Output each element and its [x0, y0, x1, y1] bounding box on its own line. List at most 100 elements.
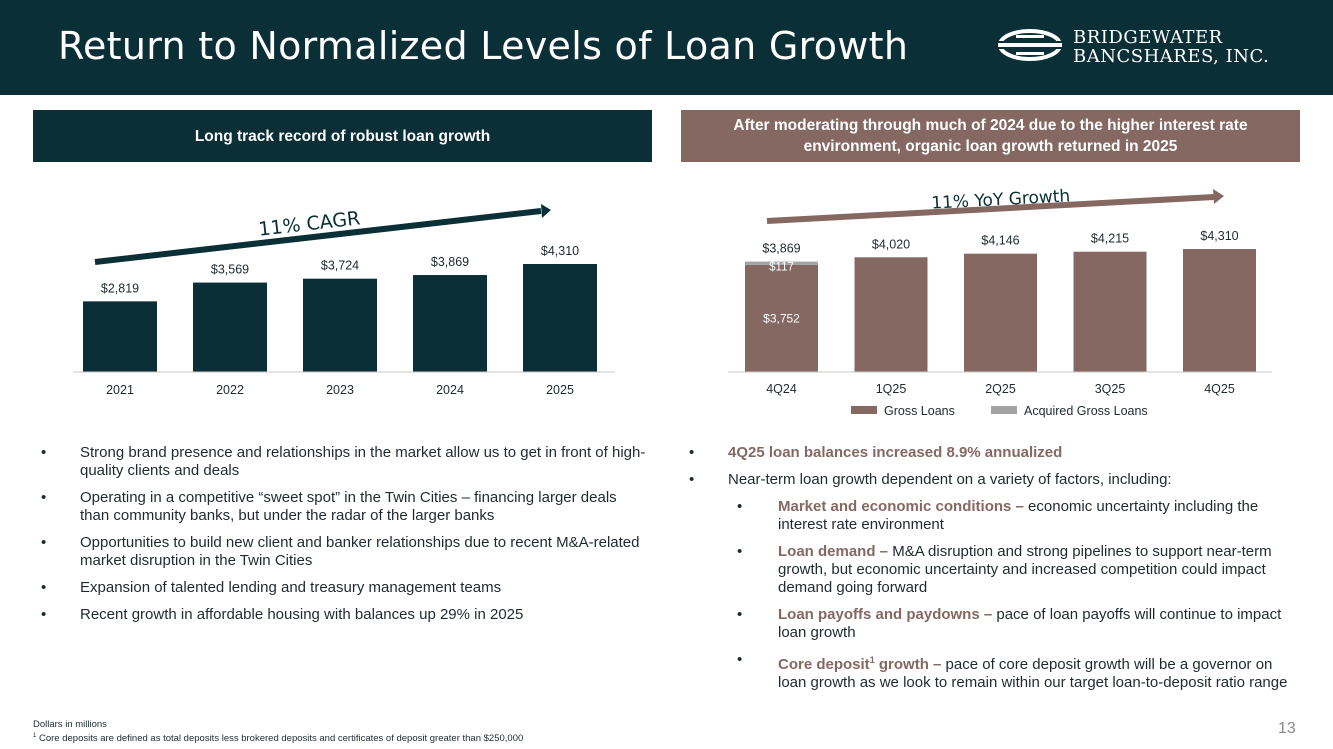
- bullet-text: Expansion of talented lending and treasu…: [80, 579, 502, 596]
- bullet-dot: •: [737, 606, 743, 623]
- data-label: $3,869: [431, 255, 469, 269]
- bullet-dot: •: [41, 444, 47, 461]
- left-panel-header-text: Long track record of robust loan growth: [194, 127, 491, 145]
- bullet-dot: •: [41, 534, 47, 551]
- right-bullet-2: • Near-term loan growth dependent on a va…: [681, 471, 1301, 489]
- yoy-arrow-head: [1213, 189, 1224, 204]
- right-bullet-list: • 4Q25 loan balances increased 8.9% annua…: [681, 444, 1301, 701]
- x-tick-label: 2025: [546, 383, 574, 397]
- bullet-text: Operating in a competitive “sweet spot” …: [80, 489, 617, 524]
- bar-gross-2Q25: [964, 253, 1037, 372]
- bar-2023: [303, 278, 377, 372]
- bar-gross-1Q25: [854, 257, 928, 372]
- legend-swatch: [991, 406, 1017, 414]
- left-bullet-5: • Recent growth in affordable housing wit…: [33, 606, 648, 624]
- bullet-dot: •: [737, 651, 743, 668]
- sub-bullet-lead: Market and economic conditions –: [778, 498, 1024, 515]
- page-title: Return to Normalized Levels of Loan Grow…: [58, 24, 909, 68]
- legend-label: Gross Loans: [884, 404, 955, 418]
- sub-bullet-lead: Loan demand –: [778, 543, 889, 560]
- bullet-dot: •: [41, 489, 47, 506]
- bullet-dot: •: [41, 606, 47, 623]
- data-label: $2,819: [101, 281, 139, 295]
- left-bullet-4: • Expansion of talented lending and treas…: [33, 579, 648, 597]
- x-tick-label: 2022: [216, 383, 244, 397]
- bullet-text: 4Q25 loan balances increased 8.9% annual…: [728, 444, 1063, 461]
- bar-2021: [83, 301, 157, 372]
- sub-bullet-lead: Loan payoffs and paydowns –: [778, 606, 993, 623]
- sub-bullet-text: M&A disruption and strong pipelines to s…: [778, 543, 1272, 596]
- sub-bullet-deposits: • Core deposit1 growth – pace of core dep…: [681, 651, 1301, 692]
- right-bullet-1: • 4Q25 loan balances increased 8.9% annua…: [681, 444, 1301, 462]
- units-note: Dollars in millions: [33, 719, 107, 730]
- legend-swatch: [851, 406, 877, 414]
- total-label: $3,869: [762, 242, 800, 256]
- footnote-marker: 1: [33, 733, 37, 739]
- left-bullet-3: • Opportunities to build new client and b…: [33, 534, 648, 570]
- bar-2022: [193, 282, 267, 372]
- x-tick-label: 2024: [436, 383, 464, 397]
- quarterly-loans-chart: $117 $3,752 $3,869 $4,020 $4,146 $4,215 $4,310…: [728, 186, 1272, 418]
- total-label: $4,215: [1091, 232, 1129, 246]
- bullet-dot: •: [689, 444, 695, 461]
- sub-bullet-text: pace of core deposit growth will be a go…: [778, 656, 1288, 691]
- x-tick-label: 4Q25: [1204, 382, 1235, 396]
- bar-gross-3Q25: [1073, 251, 1147, 372]
- left-bullet-1: • Strong brand presence and relationships…: [33, 444, 648, 480]
- sub-bullet-payoffs: • Loan payoffs and paydowns – pace of loa…: [681, 606, 1301, 642]
- cagr-arrow-head: [541, 204, 551, 218]
- yoy-label: 11% YoY Growth: [931, 186, 1071, 213]
- data-label: $3,724: [321, 259, 359, 273]
- sub-bullet-lead-2: growth –: [874, 656, 942, 673]
- footnote-marker: 1: [869, 655, 875, 665]
- footnote-text: Core deposits are defined as total depos…: [36, 733, 524, 745]
- bullet-text: Recent growth in affordable housing with…: [80, 606, 524, 623]
- left-panel-header: Long track record of robust loan growth: [33, 110, 652, 162]
- data-label: $4,310: [541, 244, 579, 258]
- x-tick-label: 3Q25: [1095, 382, 1126, 396]
- x-tick-label: 2021: [106, 383, 134, 397]
- bullet-text: Near-term loan growth dependent on a var…: [728, 471, 1172, 488]
- sub-bullet-text: economic uncertainty including the inter…: [778, 498, 1259, 533]
- left-bullet-2: • Operating in a competitive “sweet spot”…: [33, 489, 648, 525]
- logo-wordmark: BRIDGEWATER BANCSHARES, INC.: [1073, 28, 1269, 66]
- sub-bullet-market: • Market and economic conditions – econom…: [681, 498, 1301, 534]
- x-tick-label: 2023: [326, 383, 354, 397]
- legend-label: Acquired Gross Loans: [1024, 404, 1148, 418]
- bar-gross-4Q25: [1183, 249, 1256, 372]
- bullet-dot: •: [737, 498, 743, 515]
- bar-2025: [523, 264, 597, 372]
- segment-label-gross: $3,752: [763, 311, 800, 325]
- yoy-arrow: [766, 194, 1215, 224]
- right-panel-header: After moderating through much of 2024 du…: [681, 110, 1300, 162]
- header-bar: Return to Normalized Levels of Loan Grow…: [0, 0, 1333, 95]
- footnote: 1 Core deposits are defined as total dep…: [33, 733, 523, 744]
- bar-gross-4Q24: [745, 264, 818, 372]
- x-tick-label: 1Q25: [876, 382, 907, 396]
- left-bullet-list: • Strong brand presence and relationships…: [33, 444, 648, 633]
- page-number: 13: [1278, 720, 1296, 737]
- total-label: $4,146: [981, 234, 1019, 248]
- sub-bullet-text: pace of loan payoffs will continue to im…: [778, 606, 1282, 641]
- logo-line-2: BANCSHARES, INC.: [1073, 46, 1270, 67]
- bar-2024: [413, 275, 487, 372]
- annual-loans-chart: $2,819 $3,569 $3,724 $3,869 $4,310 2021 2022 2…: [73, 204, 615, 397]
- total-label: $4,310: [1200, 229, 1238, 243]
- cagr-arrow: [94, 208, 542, 265]
- x-tick-label: 4Q24: [766, 382, 797, 396]
- bullet-dot: •: [737, 543, 743, 560]
- bar-acquired-4Q24: [745, 261, 818, 265]
- sub-bullet-lead: Core deposit: [778, 656, 870, 673]
- bullet-dot: •: [689, 471, 695, 488]
- total-label: $4,020: [872, 237, 910, 251]
- bullet-text: Opportunities to build new client and ba…: [80, 534, 640, 569]
- bridgewater-logo-icon: [996, 29, 1064, 61]
- x-tick-label: 2Q25: [985, 382, 1016, 396]
- bullet-dot: •: [41, 579, 47, 596]
- logo-line-1: BRIDGEWATER: [1073, 27, 1223, 48]
- data-label: $3,569: [211, 263, 249, 277]
- sub-bullet-demand: • Loan demand – M&A disruption and strong…: [681, 543, 1301, 597]
- right-panel-header-text: After moderating through much of 2024 du…: [733, 117, 1248, 155]
- bullet-text: Strong brand presence and relationships …: [80, 444, 646, 479]
- segment-label-acquired: $117: [769, 262, 794, 274]
